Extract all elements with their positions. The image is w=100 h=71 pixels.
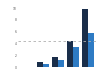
Bar bbox=[58, 60, 64, 67]
Bar bbox=[73, 47, 79, 67]
Bar bbox=[43, 64, 49, 67]
Bar bbox=[67, 41, 73, 67]
Bar bbox=[52, 57, 58, 67]
Bar bbox=[37, 62, 43, 67]
Bar bbox=[82, 9, 88, 67]
Bar bbox=[88, 33, 94, 67]
